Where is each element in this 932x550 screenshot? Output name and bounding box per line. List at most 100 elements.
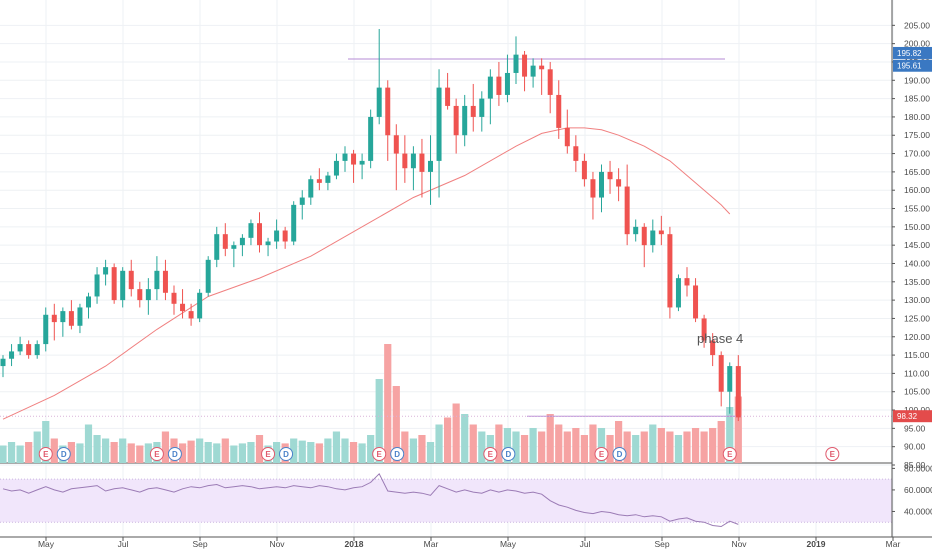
dividend-icon bbox=[501, 447, 516, 461]
marker-label: E bbox=[154, 450, 160, 459]
rsi-tick-label: 40.0000 bbox=[904, 506, 932, 516]
volume-bar bbox=[640, 431, 648, 463]
candle-body bbox=[633, 226, 639, 235]
price-tick-label: 135.00 bbox=[904, 277, 930, 287]
volume-bar bbox=[520, 435, 529, 463]
price-tick-label: 85.00 bbox=[904, 460, 926, 470]
candle-body bbox=[162, 270, 168, 293]
candle-body bbox=[34, 344, 40, 356]
volume-bar bbox=[332, 431, 341, 463]
volume-bar bbox=[717, 421, 725, 463]
volume-bar bbox=[392, 386, 400, 463]
candle-body bbox=[436, 87, 442, 161]
rsi-line bbox=[2, 472, 739, 528]
candle-body bbox=[43, 314, 49, 345]
price-tick-label: 185.00 bbox=[904, 94, 930, 104]
phase-annotation: phase 4 bbox=[697, 331, 743, 346]
volume-bar bbox=[324, 438, 332, 463]
candle-body bbox=[522, 54, 528, 77]
candle-body bbox=[487, 76, 493, 99]
candle-body bbox=[205, 259, 211, 293]
dividend-icon bbox=[167, 447, 182, 461]
candle-body bbox=[547, 69, 553, 95]
price-tick-label: 125.00 bbox=[904, 313, 930, 323]
volume-bar bbox=[298, 440, 306, 463]
candle-body bbox=[470, 105, 476, 117]
candle-body bbox=[564, 127, 570, 147]
candle-body bbox=[607, 171, 613, 180]
candle-body bbox=[539, 65, 545, 70]
price-tick-label: 200.00 bbox=[904, 39, 930, 49]
candle-body bbox=[68, 311, 74, 326]
price-tag bbox=[893, 59, 932, 72]
earnings-icon bbox=[483, 447, 498, 461]
candle-body bbox=[154, 270, 160, 290]
volume-bar bbox=[426, 442, 435, 463]
volume-bar bbox=[503, 428, 512, 463]
dividend-icon bbox=[279, 447, 294, 461]
price-tag bbox=[893, 410, 932, 423]
candle-body bbox=[111, 267, 117, 301]
candle-body bbox=[222, 234, 228, 249]
candle-body bbox=[513, 54, 519, 73]
volume-bar bbox=[161, 431, 170, 463]
price-tag-label: 195.61 bbox=[897, 62, 922, 71]
marker-label: D bbox=[61, 450, 67, 459]
time-tick-label: Mar bbox=[424, 539, 439, 549]
volume-bar bbox=[700, 431, 708, 463]
volume-bar bbox=[409, 438, 417, 463]
candle-body bbox=[282, 230, 288, 242]
volume-bar bbox=[341, 438, 349, 463]
candle-body bbox=[214, 234, 220, 260]
candle-body bbox=[556, 94, 562, 128]
candle-body bbox=[658, 230, 664, 235]
candle-body bbox=[504, 72, 510, 95]
price-tick-label: 110.00 bbox=[904, 368, 930, 378]
volume-bar bbox=[136, 445, 144, 463]
volume-bar bbox=[384, 344, 392, 463]
candle-body bbox=[693, 285, 699, 319]
marker-label: D bbox=[172, 450, 178, 459]
marker-label: E bbox=[830, 450, 836, 459]
rsi-band bbox=[0, 479, 892, 523]
volume-bar bbox=[358, 443, 366, 463]
candle-body bbox=[325, 175, 331, 183]
candle-body bbox=[684, 278, 690, 286]
volume-bar bbox=[452, 403, 460, 463]
marker-label: E bbox=[599, 450, 605, 459]
price-tick-label: 95.00 bbox=[904, 423, 926, 433]
candle-body bbox=[624, 186, 630, 235]
volume-bar bbox=[615, 421, 623, 463]
candle-body bbox=[120, 270, 126, 301]
volume-bar bbox=[187, 440, 195, 463]
moving-average bbox=[2, 127, 731, 420]
marker-label: E bbox=[265, 450, 271, 459]
volume-bar bbox=[709, 428, 717, 463]
volume-bar bbox=[495, 424, 503, 463]
candle-body bbox=[94, 274, 100, 297]
rsi-tick-label: 60.0000 bbox=[904, 485, 932, 495]
candle-body bbox=[137, 289, 143, 301]
earnings-icon bbox=[261, 447, 276, 461]
price-tick-label: 170.00 bbox=[904, 149, 930, 159]
earnings-icon bbox=[722, 447, 737, 461]
volume-bar bbox=[632, 435, 640, 463]
earnings-icon bbox=[825, 447, 840, 461]
time-tick-label: Sep bbox=[192, 539, 207, 549]
time-tick-label: Nov bbox=[269, 539, 285, 549]
candle-body bbox=[248, 223, 254, 238]
rsi-tick-label: 80.0000 bbox=[904, 463, 932, 473]
volume-bar bbox=[606, 435, 614, 463]
marker-label: E bbox=[377, 450, 383, 459]
volume-bar bbox=[726, 407, 734, 463]
marker-label: D bbox=[617, 450, 623, 459]
volume-bar bbox=[649, 424, 657, 463]
marker-label: E bbox=[488, 450, 494, 459]
candle-body bbox=[599, 171, 604, 198]
horizontal-levels bbox=[0, 58, 892, 417]
volume-bar bbox=[213, 443, 221, 463]
time-tick-label: Jul bbox=[118, 539, 129, 549]
candlesticks bbox=[0, 28, 741, 422]
